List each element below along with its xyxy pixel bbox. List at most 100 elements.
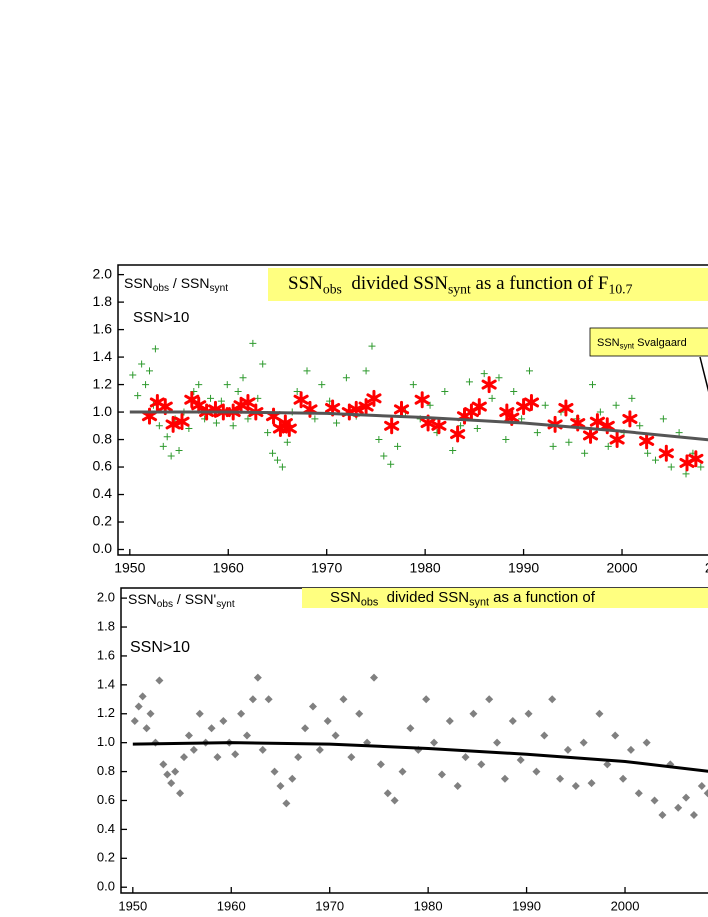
plus-point <box>644 449 652 457</box>
diamond-point <box>130 716 139 725</box>
diamond-point <box>689 810 698 819</box>
plus-point <box>244 415 252 423</box>
annotation-arrow <box>699 356 708 393</box>
star-point <box>688 450 704 468</box>
y-tick-label: 1.4 <box>97 676 115 691</box>
diamond-point <box>508 716 517 725</box>
plus-point <box>167 452 175 460</box>
plot-area <box>129 339 708 478</box>
x-tick-label: 1960 <box>213 560 244 576</box>
plus-point <box>212 419 220 427</box>
diamond-point <box>231 750 240 759</box>
diamond-point <box>703 789 708 798</box>
panel-title-part: 10.7 <box>609 282 633 297</box>
fit-curve <box>132 741 708 773</box>
panel-title-part: obs <box>361 596 379 608</box>
y-tick-label: 1.8 <box>93 293 113 309</box>
plus-point <box>311 415 319 423</box>
plus-point <box>234 387 242 395</box>
plus-point <box>636 422 644 430</box>
x-tick-label: 1950 <box>114 560 145 576</box>
diamond-point <box>146 709 155 718</box>
star-point <box>293 391 309 409</box>
diamond-point <box>355 709 364 718</box>
diamond-point <box>163 770 172 779</box>
y-tick-label: 0.4 <box>97 821 115 836</box>
plus-point <box>163 433 171 441</box>
diamond-point <box>195 709 204 718</box>
plus-point <box>596 408 604 416</box>
star-point <box>384 417 400 435</box>
diamond-point <box>493 738 502 747</box>
plus-point <box>303 367 311 375</box>
diamond-point <box>532 767 541 776</box>
diamond-point <box>658 810 667 819</box>
star-point <box>481 376 497 394</box>
star-point <box>609 431 625 449</box>
diamond-point <box>453 782 462 791</box>
y-tick-label: 0.2 <box>93 513 113 529</box>
diamond-point <box>634 789 643 798</box>
diamond-point <box>445 716 454 725</box>
y-tick-label: 0.0 <box>93 540 113 556</box>
y-tick-label: 1.6 <box>93 320 113 336</box>
diamond-point <box>270 767 279 776</box>
plus-point <box>667 463 675 471</box>
diamond-point <box>264 695 273 704</box>
diamond-point <box>180 753 189 762</box>
y-tick-label: 2.0 <box>97 590 115 605</box>
diamond-point <box>603 760 612 769</box>
diamond-point <box>437 770 446 779</box>
plus-point <box>259 360 267 368</box>
diamond-point <box>294 753 303 762</box>
plus-point <box>362 367 370 375</box>
diamond-point <box>548 695 557 704</box>
diamond-point <box>331 731 340 740</box>
plus-point <box>682 470 690 478</box>
star-point <box>658 444 674 462</box>
y-axis-label-part: / SSN <box>169 275 209 291</box>
diamond-point <box>219 716 228 725</box>
diamond-point <box>682 793 691 802</box>
plus-point <box>588 381 596 389</box>
plus-point <box>134 392 142 400</box>
plus-point <box>342 374 350 382</box>
diamond-point <box>587 779 596 788</box>
y-tick-label: 1.2 <box>97 705 115 720</box>
panel: SSNobs divided SSNsynt as a function ofS… <box>97 587 708 913</box>
x-tick-label: 1980 <box>410 560 441 576</box>
plus-point <box>387 460 395 468</box>
plus-point <box>549 442 557 450</box>
plus-point <box>146 367 154 375</box>
plus-point <box>541 401 549 409</box>
plus-point <box>525 367 533 375</box>
panel-title-part: obs <box>323 282 342 297</box>
y-tick-label: 0.6 <box>93 458 113 474</box>
panel-title: SSNobs divided SSNsynt as a function of <box>330 589 596 608</box>
diamond-point <box>323 716 332 725</box>
plus-point <box>473 425 481 433</box>
diamond-point <box>398 767 407 776</box>
annotation-box <box>589 327 708 357</box>
plus-point <box>518 415 526 423</box>
diamond-point <box>138 692 147 701</box>
diamond-point <box>237 709 246 718</box>
diamond-point <box>308 702 317 711</box>
diamond-point <box>167 779 176 788</box>
plot-area <box>130 673 708 819</box>
star-point <box>393 400 410 418</box>
plus-point <box>207 394 215 402</box>
plus-point <box>129 371 137 379</box>
diamond-point <box>571 782 580 791</box>
y-axis-label-part: / SSN' <box>173 591 216 607</box>
plus-point <box>254 394 262 402</box>
plus-point <box>394 442 402 450</box>
y-axis-label-part: obs <box>153 283 169 294</box>
star-point <box>523 393 540 411</box>
diamond-point <box>369 673 378 682</box>
diamond-point <box>422 695 431 704</box>
star-point <box>358 398 374 416</box>
star-point <box>471 398 487 416</box>
plus-point <box>480 370 488 378</box>
